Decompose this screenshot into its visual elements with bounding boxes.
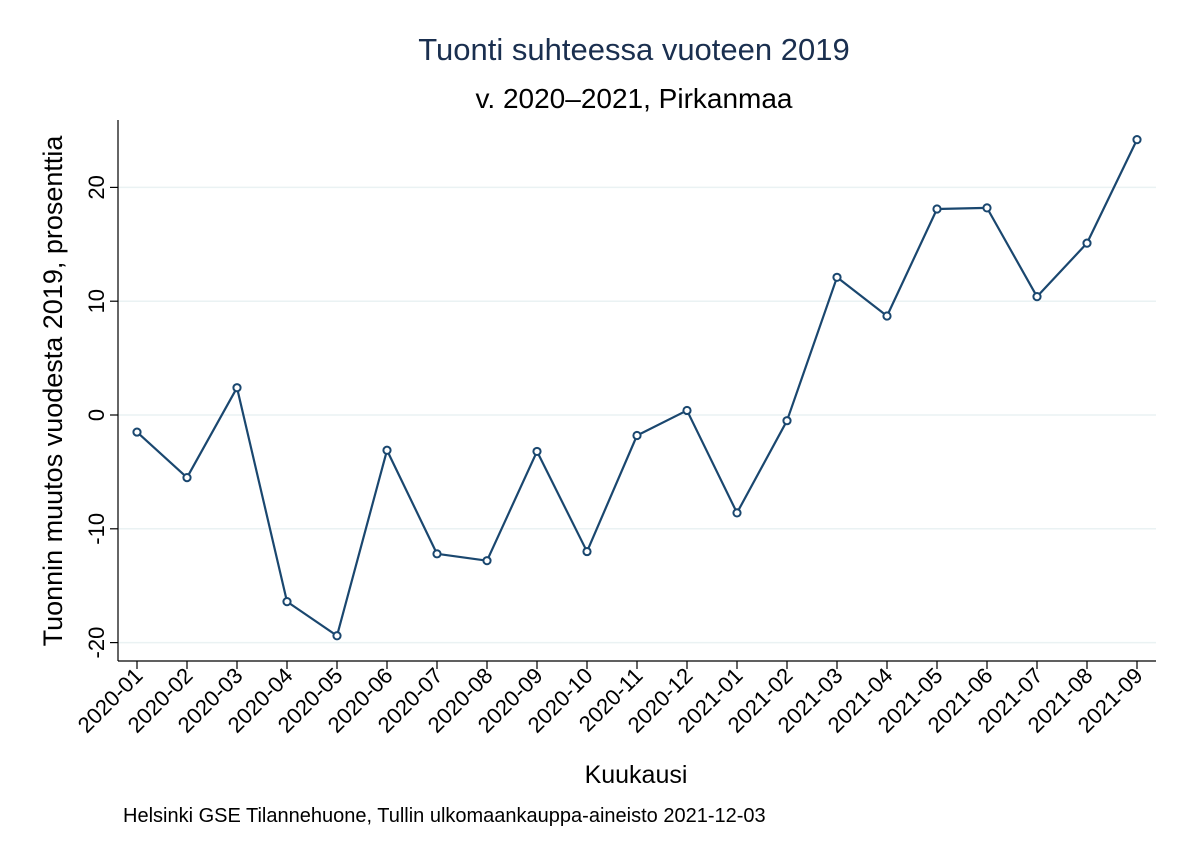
chart-subtitle: v. 2020–2021, Pirkanmaa [475,83,792,114]
data-point [232,383,242,393]
data-point [682,405,692,416]
data-point [382,445,392,455]
data-point [932,204,942,214]
data-point [732,508,742,518]
data-point [1032,292,1042,302]
grid-lines [118,186,1156,644]
data-point [882,311,892,321]
y-tick-label: 20 [84,175,109,199]
data-point [632,430,642,441]
data-point [532,446,542,457]
y-tick-label: 0 [84,409,109,421]
y-tick-label: 10 [84,289,109,313]
data-point [1132,135,1142,145]
series-layer [132,135,1142,641]
data-point [482,556,492,566]
data-point [1082,238,1092,248]
data-point [582,546,592,557]
x-axis-title: Kuukausi [585,761,688,789]
source-note: Helsinki GSE Tilannehuone, Tullin ulkoma… [123,805,766,827]
y-axis-title: Tuonnin muutos vuodesta 2019, prosenttia [38,135,68,647]
y-tick-label: -20 [84,627,109,659]
data-point [982,203,992,213]
data-point [182,472,192,483]
y-axis-ticks: -20 -10 0 10 20 [84,175,118,658]
chart-title: Tuonti suhteessa vuoteen 2019 [418,32,849,67]
data-point [782,416,792,426]
data-point [332,631,342,641]
data-point [132,427,142,437]
data-point [282,597,292,607]
data-point [432,549,442,559]
y-tick-label: -10 [84,513,109,545]
data-point [832,272,842,282]
